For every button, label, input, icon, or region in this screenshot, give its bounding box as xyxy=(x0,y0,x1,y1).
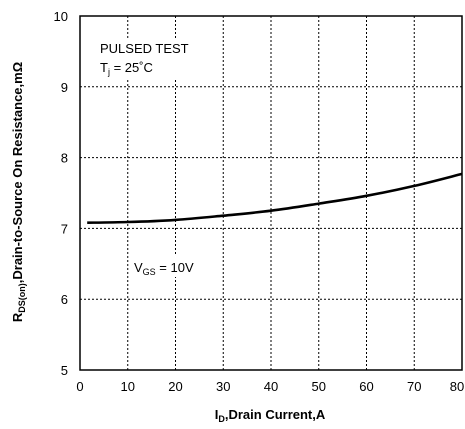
y-tick-label: 8 xyxy=(61,151,68,166)
y-title-rest: ,Drain-to-Source On Resistance,mΩ xyxy=(10,62,25,283)
y-axis-title: RDS(on),Drain-to-Source On Resistance,mΩ xyxy=(10,62,27,322)
plot-frame xyxy=(79,15,463,371)
x-tick-label: 80 xyxy=(450,379,464,394)
x-title-rest: ,Drain Current,A xyxy=(225,407,326,422)
y-tick-label: 6 xyxy=(61,292,68,307)
vgs-background xyxy=(130,255,210,277)
x-tick-label: 20 xyxy=(168,379,182,394)
x-tick-label: 60 xyxy=(359,379,373,394)
y-tick-label: 9 xyxy=(61,80,68,95)
pulsed-test-label: PULSED TEST xyxy=(100,41,189,56)
grid-lines xyxy=(80,16,462,370)
annotation-background xyxy=(96,40,208,80)
x-title-main: I xyxy=(215,407,219,422)
y-title-main: R xyxy=(10,312,25,322)
tick-labels: 0 10 20 30 40 50 60 70 80 5 6 7 8 9 10 xyxy=(54,9,465,394)
tj-main: T xyxy=(100,60,108,75)
vgs-label: VGS = 10V xyxy=(134,260,194,277)
y-tick-label: 7 xyxy=(61,221,68,236)
series-line xyxy=(87,172,463,224)
tj-subscript: j xyxy=(107,67,110,77)
y-tick-label: 5 xyxy=(61,363,68,378)
junction-temp-label: Tj = 25˚C xyxy=(100,60,153,77)
x-tick-label: 30 xyxy=(216,379,230,394)
x-axis-title: ID,Drain Current,A xyxy=(215,407,326,424)
x-tick-label: 40 xyxy=(264,379,278,394)
x-tick-label: 10 xyxy=(121,379,135,394)
x-tick-label: 0 xyxy=(76,379,83,394)
vgs-subscript: GS xyxy=(143,267,156,277)
y-title-subscript: DS(on) xyxy=(17,283,27,313)
x-title-subscript: D xyxy=(218,414,225,424)
tj-rest: = 25˚C xyxy=(110,60,153,75)
vgs-main: V xyxy=(134,260,143,275)
vgs-rest: = 10V xyxy=(156,260,194,275)
y-tick-label: 10 xyxy=(54,9,68,24)
x-tick-label: 70 xyxy=(407,379,421,394)
x-tick-label: 50 xyxy=(312,379,326,394)
